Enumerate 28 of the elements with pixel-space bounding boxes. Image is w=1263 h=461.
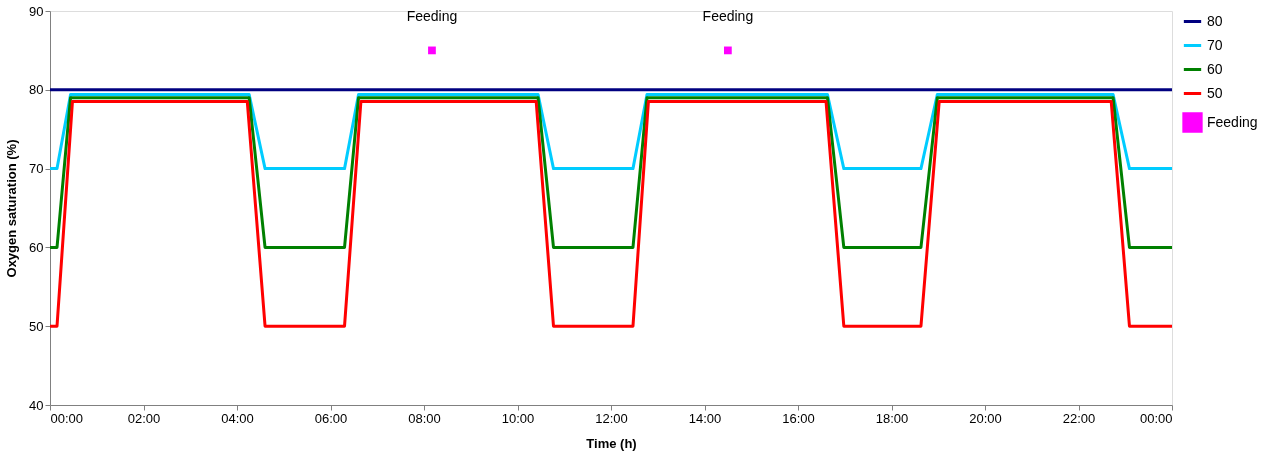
legend-label: 80 (1207, 12, 1223, 29)
legend-label: Feeding (1207, 113, 1258, 130)
x-tick-label: 14:00 (688, 410, 722, 426)
annotation: Feeding (702, 8, 754, 25)
x-tick-label: 20:00 (969, 410, 1002, 426)
x-tick-label: 10:00 (501, 410, 535, 426)
x-tick-label: 16:00 (782, 410, 815, 426)
y-tick-label: 90 (29, 3, 44, 19)
x-tick-label: 02:00 (127, 410, 161, 426)
legend-label: 70 (1207, 36, 1223, 53)
x-tick-label: 22:00 (1062, 410, 1096, 426)
y-axis-title: Oxygen saturation (%) (4, 139, 20, 278)
y-tick-label: 80 (29, 82, 44, 98)
x-tick-label: 06:00 (314, 410, 348, 426)
x-axis-title: Time (h) (586, 435, 637, 451)
x-tick-label: 00:00 (50, 410, 84, 426)
y-tick-label: 70 (29, 161, 44, 177)
x-tick-label: 18:00 (875, 410, 909, 426)
x-tick-label: 04:00 (221, 410, 254, 426)
y-tick-label: 40 (29, 397, 44, 413)
y-tick-label: 60 (29, 239, 44, 255)
legend-label: 60 (1207, 60, 1223, 77)
x-tick-label: 00:00 (1139, 410, 1173, 426)
y-tick-label: 50 (29, 318, 44, 334)
legend-label: 50 (1207, 84, 1223, 101)
annotation: Feeding (406, 8, 458, 25)
x-tick-label: 08:00 (408, 410, 441, 426)
x-tick-label: 12:00 (595, 410, 628, 426)
